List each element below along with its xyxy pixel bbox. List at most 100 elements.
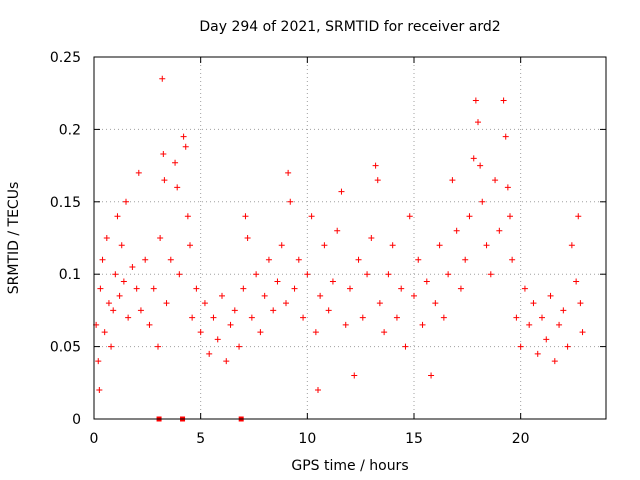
data-point bbox=[445, 271, 452, 278]
data-point bbox=[389, 242, 396, 249]
data-point bbox=[193, 285, 200, 292]
data-point bbox=[159, 75, 166, 82]
data-point bbox=[283, 300, 289, 307]
y-tick-label: 0.15 bbox=[50, 195, 81, 211]
data-point bbox=[483, 242, 490, 249]
axis-ticks: 0 5 10 15 20 0 0.05 0.1 0.15 0.2 0.25 bbox=[50, 50, 606, 447]
data-point bbox=[334, 227, 341, 234]
data-point bbox=[502, 133, 509, 140]
data-point bbox=[496, 227, 503, 234]
data-point bbox=[97, 285, 104, 292]
data-point bbox=[411, 292, 417, 299]
data-point bbox=[534, 350, 541, 357]
data-point bbox=[321, 242, 328, 249]
data-point bbox=[201, 300, 208, 307]
data-point bbox=[564, 343, 571, 350]
data-point bbox=[504, 184, 511, 191]
data-point bbox=[244, 235, 251, 241]
data-point bbox=[112, 271, 119, 278]
data-point bbox=[189, 314, 196, 321]
data-point bbox=[219, 292, 225, 299]
data-point bbox=[477, 162, 484, 169]
data-point bbox=[440, 314, 447, 321]
data-point bbox=[312, 329, 319, 336]
data-point bbox=[176, 271, 183, 278]
data-point bbox=[466, 213, 473, 220]
y-tick-label: 0.2 bbox=[59, 122, 81, 138]
data-point bbox=[300, 314, 307, 321]
data-point bbox=[329, 278, 336, 285]
data-point bbox=[406, 213, 413, 220]
data-point bbox=[261, 292, 268, 299]
data-point bbox=[101, 329, 108, 336]
data-point bbox=[120, 278, 127, 285]
data-point bbox=[457, 285, 464, 292]
x-tick-label: 0 bbox=[90, 431, 99, 447]
data-point bbox=[265, 256, 272, 263]
data-point bbox=[105, 300, 112, 307]
data-point bbox=[374, 177, 381, 184]
data-point bbox=[248, 314, 255, 321]
data-point bbox=[129, 263, 136, 270]
x-tick-label: 5 bbox=[196, 431, 205, 447]
data-point bbox=[556, 321, 563, 328]
data-point bbox=[351, 372, 358, 379]
data-point bbox=[539, 314, 545, 321]
data-point bbox=[253, 271, 260, 278]
data-point bbox=[182, 143, 189, 150]
data-point bbox=[479, 198, 486, 205]
x-tick-label: 20 bbox=[512, 431, 530, 447]
data-point bbox=[423, 278, 430, 285]
data-point bbox=[161, 177, 168, 184]
data-point bbox=[135, 169, 142, 176]
data-point bbox=[436, 242, 443, 249]
data-point bbox=[432, 300, 439, 307]
data-point bbox=[462, 256, 469, 263]
data-point bbox=[295, 256, 302, 263]
data-point bbox=[428, 372, 435, 379]
data-point bbox=[325, 307, 332, 314]
data-point bbox=[231, 307, 238, 314]
data-point bbox=[187, 242, 193, 249]
y-tick-label: 0.1 bbox=[59, 267, 81, 283]
data-point bbox=[513, 314, 520, 321]
data-point bbox=[123, 198, 129, 205]
data-point bbox=[347, 285, 353, 292]
data-point bbox=[577, 300, 584, 307]
data-point bbox=[372, 162, 379, 169]
data-point bbox=[530, 300, 537, 307]
data-point bbox=[206, 350, 213, 357]
y-tick-label: 0.25 bbox=[50, 50, 81, 66]
data-point bbox=[270, 307, 277, 314]
data-point bbox=[157, 235, 164, 241]
data-point bbox=[160, 151, 167, 158]
data-point bbox=[368, 235, 375, 241]
x-tick-label: 10 bbox=[298, 431, 316, 447]
data-point bbox=[146, 321, 153, 328]
data-point bbox=[240, 285, 247, 292]
data-point bbox=[167, 256, 174, 263]
data-point bbox=[475, 119, 481, 126]
data-point bbox=[317, 292, 324, 299]
data-point bbox=[96, 387, 103, 394]
data-point bbox=[174, 184, 181, 191]
y-tick-label: 0.05 bbox=[50, 340, 81, 356]
data-point bbox=[521, 285, 528, 292]
data-point bbox=[304, 271, 311, 278]
x-axis-label: GPS time / hours bbox=[291, 458, 408, 474]
data-point bbox=[95, 358, 102, 365]
data-point bbox=[560, 307, 567, 314]
x-tick-label: 15 bbox=[405, 431, 423, 447]
data-point bbox=[551, 358, 558, 365]
data-point bbox=[575, 213, 582, 220]
data-point bbox=[364, 271, 371, 278]
data-point bbox=[568, 242, 575, 249]
data-point bbox=[142, 256, 149, 263]
data-point bbox=[579, 329, 586, 336]
data-point bbox=[402, 343, 409, 350]
data-point bbox=[449, 177, 456, 184]
data-point bbox=[338, 188, 345, 195]
data-point bbox=[278, 242, 285, 249]
data-point bbox=[257, 329, 264, 336]
data-point bbox=[285, 169, 292, 176]
